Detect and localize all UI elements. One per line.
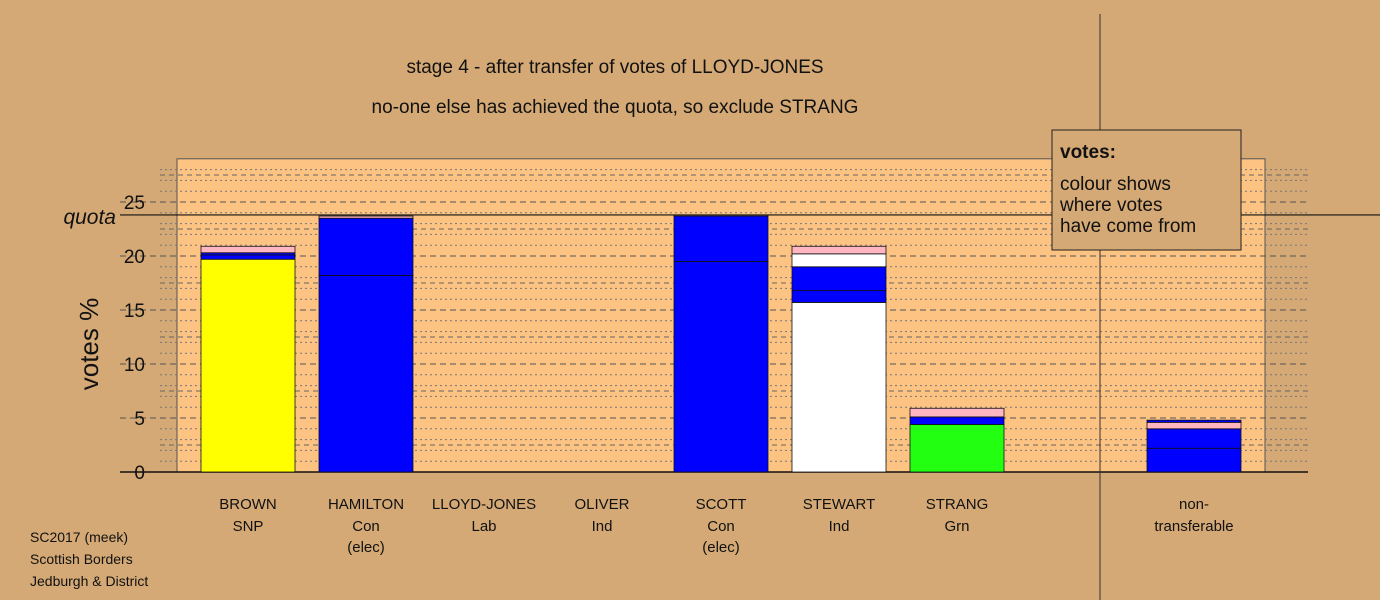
bars [200,214,1242,473]
candidate-party: Con [707,518,735,535]
bar-brown [200,245,296,473]
bar-segment [909,407,1005,418]
nontransferable-label-2: transferable [1154,518,1233,535]
chart-subtitle: no-one else has achieved the quota, so e… [372,97,859,118]
candidate-name: HAMILTON [328,496,404,513]
bar-scott [673,214,769,473]
bar-segment [673,260,769,473]
candidate-party: SNP [233,518,264,535]
bar-stewart [791,245,887,473]
candidate-status: (elec) [347,539,385,556]
candidate-name: OLIVER [574,496,629,513]
bar-segment [791,266,887,291]
bar-segment [318,217,414,276]
bar-segment [909,416,1005,425]
bar-segment [1146,421,1242,430]
bar-segment [1146,419,1242,423]
y-tick-label: 10 [124,355,145,376]
bar-segment [200,254,296,260]
bar-strang [909,407,1005,473]
y-tick-label: 25 [124,193,145,214]
bar-segment [791,245,887,255]
legend-heading: votes: [1060,142,1116,163]
candidate-name: STEWART [803,496,876,513]
candidate-party: Ind [592,518,613,535]
nontransferable-label-1: non- [1179,496,1209,513]
footer-line-1: SC2017 (meek) [30,529,128,545]
bar-hamilton [318,215,414,473]
bar-segment [909,424,1005,473]
legend-line-2: where votes [1059,195,1162,216]
legend-line-3: have come from [1060,216,1196,237]
footer: SC2017 (meek) Scottish Borders Jedburgh … [30,529,148,589]
candidate-labels: BROWN SNP HAMILTON Con (elec) LLOYD-JONES Lab O… [219,496,1233,556]
chart-title: stage 4 - after transfer of votes of LLO… [406,57,823,78]
bar-segment [318,275,414,473]
candidate-name: LLOYD-JONES [432,496,536,513]
legend-line-1: colour shows [1060,174,1171,195]
footer-line-3: Jedburgh & District [30,573,148,589]
candidate-party: Ind [829,518,850,535]
candidate-name: SCOTT [696,496,747,513]
legend: votes: colour shows where votes have com… [1051,129,1242,251]
y-axis: 0 5 10 15 20 25 [124,193,145,484]
y-axis-label: votes % [74,298,104,391]
y-tick-label: 0 [134,463,145,484]
bar-segment [1146,428,1242,449]
quota-label: quota [63,206,116,229]
y-tick-label: 5 [134,409,145,430]
bar-segment [1146,447,1242,473]
candidate-name: STRANG [926,496,989,513]
candidate-party: Lab [471,518,496,535]
footer-line-2: Scottish Borders [30,551,133,567]
y-tick-label: 20 [124,247,145,268]
legend-box [1051,129,1242,251]
candidate-name: BROWN [219,496,277,513]
bar-nontransferable [1146,419,1242,473]
candidate-status: (elec) [702,539,740,556]
y-tick-label: 15 [124,301,145,322]
bar-segment [791,302,887,473]
bar-segment [791,290,887,303]
bar-segment [200,258,296,473]
bar-segment [791,253,887,268]
bar-segment [200,245,296,254]
candidate-party: Grn [944,518,969,535]
bar-segment [673,215,769,262]
candidate-party: Con [352,518,380,535]
bar-segment [318,215,414,219]
